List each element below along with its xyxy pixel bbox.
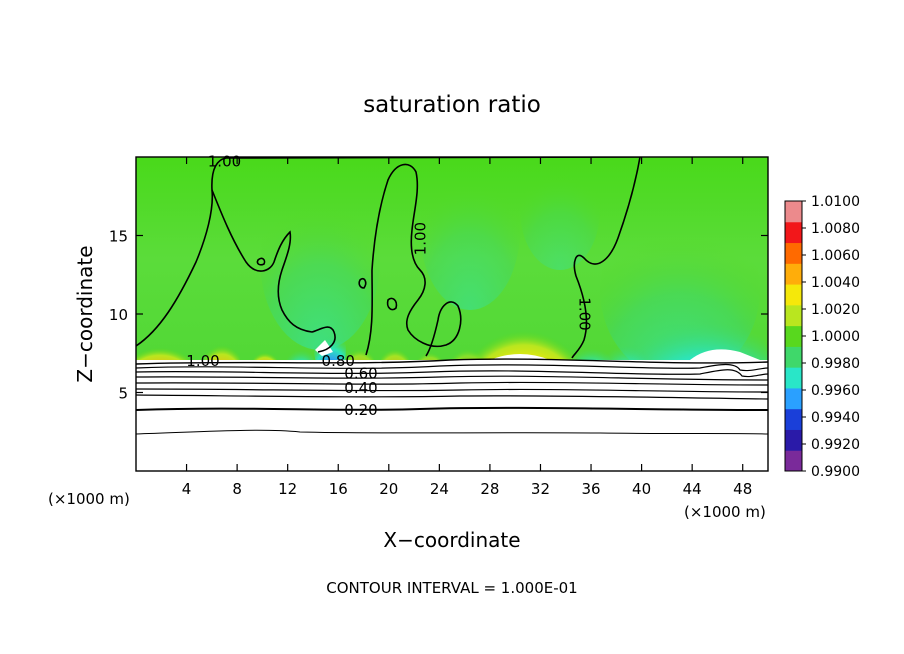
x-tick-label: 44 [683,480,702,498]
x-tick-label: 40 [632,480,651,498]
contour-interval-note: CONTOUR INTERVAL = 1.000E-01 [326,579,577,597]
x-tick-label: 32 [531,480,550,498]
x-tick-label: 20 [379,480,398,498]
x-tick-label: 8 [232,480,242,498]
y-tick-label: 5 [118,385,128,403]
contour-label: 0.20 [344,401,377,419]
colorbar-label: 0.9980 [811,356,860,372]
x-unit-right: (×1000 m) [684,503,766,521]
y-axis: 5 10 15 [109,228,768,403]
colorbar-labels: 1.0100 1.0080 1.0060 1.0040 1.0020 1.0000 0.99… [802,194,860,480]
contour-label: 1.00 [186,352,219,370]
x-tick-label: 24 [430,480,449,498]
contour-label: 1.00 [411,222,429,255]
y-tick-label: 10 [109,306,128,324]
x-tick-label: 48 [733,480,752,498]
contour-label: 1.00 [208,153,241,171]
colorbar-label: 1.0020 [811,302,860,318]
y-tick-label: 15 [109,228,128,246]
colorbar-swatch [785,325,802,347]
contour-label: 1.00 [576,297,594,330]
colorbar-label: 1.0000 [811,329,860,345]
colorbar-label: 0.9940 [811,410,860,426]
colorbar-label: 1.0060 [811,248,860,264]
colorbar-label: 1.0080 [811,221,860,237]
colorbar-swatch [785,429,802,451]
colorbar-swatch [785,450,802,472]
chart-title: saturation ratio [363,92,541,118]
colorbar-swatch [785,284,802,306]
contour-label: 0.40 [344,379,377,397]
contour-label: 0.80 [322,352,355,370]
colorbar-label: 0.9960 [811,383,860,399]
x-tick-label: 16 [329,480,348,498]
colorbar-swatch [785,387,802,410]
x-tick-label: 4 [182,480,192,498]
x-tick-label: 28 [480,480,499,498]
y-axis-title: Z−coordinate [73,245,97,382]
colorbar-swatch [785,346,802,368]
colorbar-label: 0.9920 [811,437,860,453]
colorbar-swatch [785,242,802,264]
colorbar-label: 0.9900 [811,464,860,480]
x-unit-left: (×1000 m) [48,490,130,508]
x-axis-title: X−coordinate [383,528,520,552]
contour-label: 0.60 [344,365,377,383]
colorbar-swatch [785,201,802,223]
x-tick-label: 36 [581,480,600,498]
colorbar [785,201,802,472]
colorbar-swatch [785,304,802,327]
colorbar-label: 1.0040 [811,275,860,291]
colorbar-label: 1.0100 [811,194,860,210]
colorbar-swatch [785,367,802,389]
x-axis: 4 8 12 16 20 24 28 32 36 40 44 48 [182,157,752,498]
plot-field [136,157,768,471]
x-tick-label: 12 [278,480,297,498]
colorbar-swatch [785,221,802,244]
colorbar-swatch [785,408,802,430]
colorbar-swatch [785,263,802,285]
